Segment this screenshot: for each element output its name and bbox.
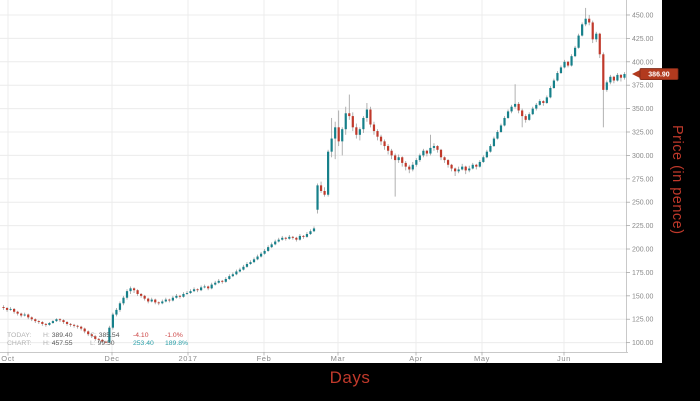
legend-key-low-chart: L: [90, 340, 96, 348]
svg-text:300.00: 300.00 [632, 153, 654, 160]
y-axis-title: Price (in pence) [669, 125, 685, 235]
legend-label-chart: CHART: [7, 340, 32, 348]
legend-key-high-chart: H: [43, 340, 50, 348]
legend-value-high-chart: 457.55 [51, 340, 73, 348]
legend-label-today: TODAY: [7, 332, 32, 339]
svg-text:386.90: 386.90 [648, 72, 670, 79]
legend-row-today: TODAY: H: 389.40 C: 385.54 -4.10 -1.0% [7, 332, 188, 340]
svg-text:225.00: 225.00 [632, 223, 654, 230]
legend-change-chart: 253.40 [133, 340, 154, 348]
legend-value-low-chart: 99.50 [97, 340, 115, 348]
svg-text:200.00: 200.00 [632, 247, 654, 254]
svg-text:150.00: 150.00 [632, 293, 654, 300]
legend-percent-today: -1.0% [165, 332, 183, 339]
svg-text:425.00: 425.00 [632, 36, 654, 43]
svg-text:350.00: 350.00 [632, 106, 654, 113]
svg-text:Apr: Apr [409, 354, 422, 363]
legend-change-today: -4.10 [133, 332, 149, 339]
svg-text:100.00: 100.00 [632, 340, 654, 347]
svg-text:May: May [474, 354, 490, 363]
svg-text:Oct: Oct [1, 354, 15, 363]
legend-row-chart: CHART: H: 457.55 L: 99.50 253.40 189.8% [7, 340, 188, 348]
svg-text:375.00: 375.00 [632, 83, 654, 90]
svg-text:175.00: 175.00 [632, 270, 654, 277]
svg-text:250.00: 250.00 [632, 200, 654, 207]
svg-text:Jun: Jun [557, 354, 571, 363]
chart-legend: TODAY: H: 389.40 C: 385.54 -4.10 -1.0% C… [7, 332, 188, 348]
svg-text:2017: 2017 [178, 354, 197, 363]
svg-text:Dec: Dec [104, 354, 119, 363]
svg-text:325.00: 325.00 [632, 130, 654, 137]
svg-text:Feb: Feb [257, 354, 272, 363]
legend-key-close-today: C: [90, 332, 97, 339]
svg-text:400.00: 400.00 [632, 59, 654, 66]
x-axis-title: Days [329, 368, 371, 387]
legend-key-high-today: H: [43, 332, 50, 339]
legend-value-high-today: 389.40 [51, 332, 73, 339]
svg-text:450.00: 450.00 [632, 12, 654, 19]
svg-text:Mar: Mar [331, 354, 346, 363]
candlestick-chart[interactable]: 450.00 425.00 400.00 375.00 350.00 325.00 300.… [0, 0, 700, 363]
svg-text:275.00: 275.00 [632, 176, 654, 183]
svg-text:125.00: 125.00 [632, 317, 654, 324]
legend-value-close-today: 385.54 [98, 332, 120, 339]
legend-percent-chart: 189.8% [165, 340, 189, 348]
